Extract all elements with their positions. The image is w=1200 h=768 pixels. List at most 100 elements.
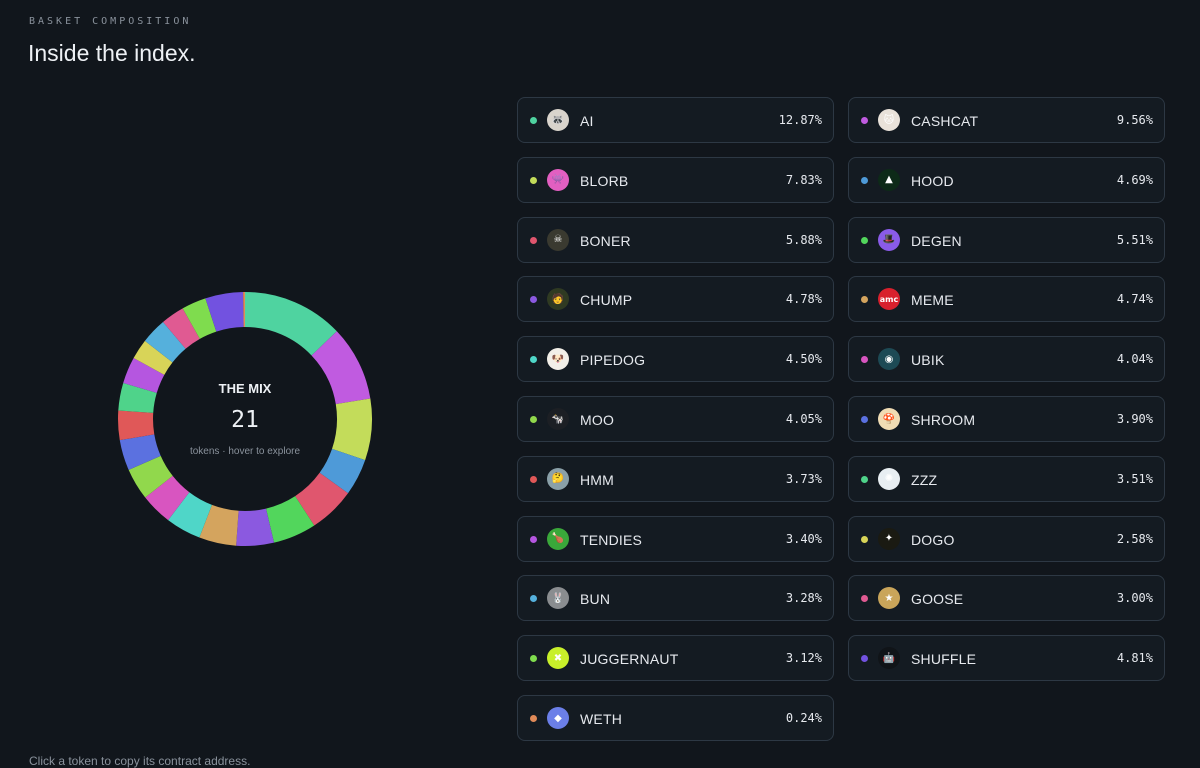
page-title: Inside the index. xyxy=(28,40,196,66)
token-symbol: GOOSE xyxy=(911,591,964,608)
token-card-chump[interactable]: 🧑 CHUMP 4.78% xyxy=(517,276,834,323)
legend-dot xyxy=(530,655,537,663)
legend-dot xyxy=(530,595,537,603)
token-weight: 12.87% xyxy=(778,113,822,127)
token-card-meme[interactable]: amc MEME 4.74% xyxy=(848,276,1165,323)
token-weight: 5.51% xyxy=(1116,232,1153,247)
token-card-bun[interactable]: 🐰 BUN 3.28% xyxy=(517,575,834,622)
donut-segment-chump[interactable] xyxy=(236,508,275,546)
legend-dot xyxy=(530,356,537,364)
purple-hat-icon: 🎩 xyxy=(878,228,900,251)
robot-avatar-icon: 🤖 xyxy=(878,647,900,670)
donut-segment-shroom[interactable] xyxy=(119,434,161,470)
bun-avatar-icon: 🐰 xyxy=(547,587,569,610)
token-weight: 4.74% xyxy=(1116,292,1153,307)
token-card-cashcat[interactable]: 🐱 CASHCAT 9.56% xyxy=(848,97,1165,143)
token-weight: 5.88% xyxy=(785,232,822,247)
token-card-hmm[interactable]: 🤔 HMM 3.73% xyxy=(517,455,834,502)
donut-segment-moo[interactable] xyxy=(128,455,173,498)
legend-dot xyxy=(530,296,537,304)
token-card-zzz[interactable]: ✺ ZZZ 3.51% xyxy=(848,455,1165,502)
donut-segment-pipedog[interactable] xyxy=(168,492,212,538)
token-card-blorb[interactable]: 👾 BLORB 7.83% xyxy=(517,156,834,203)
donut-center: THE MIX 21 tokens · hover to explore xyxy=(116,290,374,548)
token-card-ubik[interactable]: ◉ UBIK 4.04% xyxy=(848,336,1165,383)
donut-segment-hood[interactable] xyxy=(319,448,366,494)
token-symbol: DEGEN xyxy=(911,232,962,249)
token-card-hood[interactable]: ▲ HOOD 4.69% xyxy=(848,156,1165,203)
token-weight: 7.83% xyxy=(785,172,822,187)
composition-donut-chart[interactable]: THE MIX 21 tokens · hover to explore xyxy=(116,290,374,548)
token-card-goose[interactable]: ★ GOOSE 3.00% xyxy=(848,575,1165,622)
token-card-juggernaut[interactable]: ✖ JUGGERNAUT 3.12% xyxy=(517,635,834,682)
donut-segment-weth[interactable] xyxy=(243,292,245,328)
token-count: 21 xyxy=(231,407,259,433)
donut-segment-tendies[interactable] xyxy=(123,358,165,393)
token-weight: 9.56% xyxy=(1116,113,1153,127)
hood-logo-icon: ▲ xyxy=(878,168,900,191)
token-symbol: AI xyxy=(580,113,594,129)
donut-segment-dogo[interactable] xyxy=(133,340,173,375)
token-symbol: UBIK xyxy=(911,352,945,369)
token-card-tendies[interactable]: 🍗 TENDIES 3.40% xyxy=(517,515,834,562)
token-weight: 4.50% xyxy=(785,352,822,367)
token-symbol: TENDIES xyxy=(580,531,643,548)
token-card-shuffle[interactable]: 🤖 SHUFFLE 4.81% xyxy=(848,635,1165,682)
legend-dot xyxy=(530,715,537,722)
donut-segment-zzz[interactable] xyxy=(118,383,157,413)
token-symbol: CASHCAT xyxy=(911,113,979,129)
hmm-avatar-icon: 🤔 xyxy=(547,467,569,490)
token-weight: 3.90% xyxy=(1116,412,1153,426)
token-symbol: MOO xyxy=(580,412,615,428)
donut-segment-shuffle[interactable] xyxy=(205,292,244,332)
token-card-weth[interactable]: ◆ WETH 0.24% xyxy=(517,695,834,741)
goose-badge-icon: ★ xyxy=(878,587,900,610)
skeleton-avatar-icon: ☠ xyxy=(547,228,569,251)
donut-segment-ubik[interactable] xyxy=(145,475,190,521)
token-symbol: WETH xyxy=(580,711,623,727)
amc-logo-icon: amc xyxy=(878,288,900,311)
legend-dot xyxy=(861,356,868,364)
token-weight: 0.24% xyxy=(785,711,822,725)
token-weight: 3.73% xyxy=(785,471,822,486)
donut-segment-goose[interactable] xyxy=(163,308,200,349)
token-symbol: BONER xyxy=(580,232,631,249)
donut-segment-juggernaut[interactable] xyxy=(182,298,217,339)
donut-segment-ai[interactable] xyxy=(245,292,337,356)
token-card-shroom[interactable]: 🍄 SHROOM 3.90% xyxy=(848,396,1165,442)
legend-dot xyxy=(530,475,537,483)
donut-segment-blorb[interactable] xyxy=(332,398,372,461)
juggernaut-logo-icon: ✖ xyxy=(547,647,569,670)
donut-segment-meme[interactable] xyxy=(199,504,239,546)
legend-dot xyxy=(861,595,868,603)
donut-segment-cashcat[interactable] xyxy=(311,331,371,405)
donut-segment-boner[interactable] xyxy=(295,472,349,526)
legend-dot xyxy=(861,475,868,483)
token-weight: 3.12% xyxy=(785,651,822,666)
token-card-ai[interactable]: 🦝 AI 12.87% xyxy=(517,97,834,143)
token-card-boner[interactable]: ☠ BONER 5.88% xyxy=(517,216,834,263)
donut-hint: tokens · hover to explore xyxy=(189,446,301,457)
token-symbol: HOOD xyxy=(911,172,954,189)
legend-dot xyxy=(861,117,868,124)
token-card-dogo[interactable]: ✦ DOGO 2.58% xyxy=(848,515,1165,562)
cow-avatar-icon: 🐄 xyxy=(547,408,569,430)
ubik-avatar-icon: ◉ xyxy=(878,348,900,371)
token-symbol: HMM xyxy=(580,471,615,488)
token-weight: 3.51% xyxy=(1116,471,1153,486)
dog-avatar-icon: 🐶 xyxy=(547,348,569,371)
legend-dot xyxy=(861,416,868,423)
token-symbol: BLORB xyxy=(580,172,629,189)
token-card-moo[interactable]: 🐄 MOO 4.05% xyxy=(517,396,834,442)
token-weight: 4.78% xyxy=(785,292,822,307)
token-card-degen[interactable]: 🎩 DEGEN 5.51% xyxy=(848,216,1165,263)
token-card-pipedog[interactable]: 🐶 PIPEDOG 4.50% xyxy=(517,336,834,383)
donut-segment-bun[interactable] xyxy=(144,322,186,363)
legend-dot xyxy=(530,117,537,124)
donut-segment-hmm[interactable] xyxy=(118,410,155,441)
donut-segment-degen[interactable] xyxy=(266,496,315,543)
token-symbol: JUGGERNAUT xyxy=(580,651,679,668)
donut-svg[interactable] xyxy=(116,290,374,548)
legend-dot xyxy=(530,176,537,184)
token-symbol: MEME xyxy=(911,292,954,309)
